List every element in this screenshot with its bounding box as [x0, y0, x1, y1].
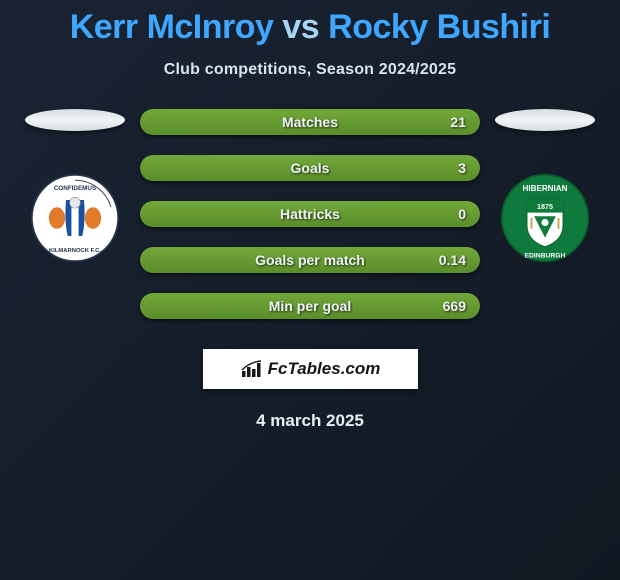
- right-side: HIBERNIAN 1875 EDINBURGH: [490, 109, 600, 263]
- stat-row-matches: Matches 21: [140, 109, 480, 135]
- chart-icon: [240, 359, 264, 379]
- stat-label: Min per goal: [269, 298, 351, 314]
- left-side: CONFIDEMUS KILMARNOCK F.C.: [20, 109, 130, 263]
- comparison-title: Kerr McInroy vs Rocky Bushiri: [0, 0, 620, 47]
- player1-name: Kerr McInroy: [70, 8, 274, 46]
- logo-text: FcTables.com: [268, 359, 381, 379]
- crest-bottom-text: KILMARNOCK F.C.: [49, 248, 101, 254]
- left-crest-icon: CONFIDEMUS KILMARNOCK F.C.: [30, 173, 120, 263]
- date-text: 4 march 2025: [0, 411, 620, 431]
- crest-year: 1875: [537, 202, 553, 211]
- stat-row-gpm: Goals per match 0.14: [140, 247, 480, 273]
- crest-bottom-text: EDINBURGH: [525, 253, 566, 260]
- stat-label: Goals: [291, 160, 330, 176]
- stat-value-right: 3: [458, 160, 466, 176]
- stat-value-right: 669: [443, 298, 466, 314]
- stat-value-right: 21: [450, 114, 466, 130]
- right-ellipse: [495, 109, 595, 131]
- content-area: CONFIDEMUS KILMARNOCK F.C. Matches 21 Go…: [0, 109, 620, 319]
- crest-top-text: HIBERNIAN: [523, 184, 568, 193]
- stat-label: Hattricks: [280, 206, 340, 222]
- stat-row-goals: Goals 3: [140, 155, 480, 181]
- stat-value-right: 0: [458, 206, 466, 222]
- stat-label: Goals per match: [255, 252, 365, 268]
- stat-value-right: 0.14: [439, 252, 466, 268]
- left-ellipse: [25, 109, 125, 131]
- stat-bars: Matches 21 Goals 3 Hattricks 0 Goals per…: [140, 109, 480, 319]
- crest-top-text: CONFIDEMUS: [54, 185, 96, 192]
- right-crest-icon: HIBERNIAN 1875 EDINBURGH: [500, 173, 590, 263]
- vs-text: vs: [282, 8, 319, 46]
- stat-row-hattricks: Hattricks 0: [140, 201, 480, 227]
- stat-label: Matches: [282, 114, 338, 130]
- fctables-logo: FcTables.com: [203, 349, 418, 389]
- player2-name: Rocky Bushiri: [328, 8, 550, 46]
- stat-row-mpg: Min per goal 669: [140, 293, 480, 319]
- subtitle: Club competitions, Season 2024/2025: [0, 61, 620, 79]
